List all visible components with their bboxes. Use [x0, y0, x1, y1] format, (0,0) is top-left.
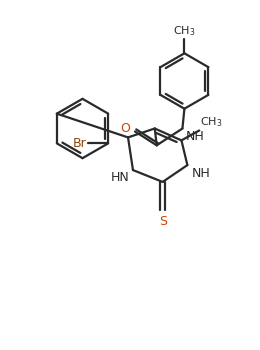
Text: Br: Br	[73, 137, 87, 150]
Text: HN: HN	[110, 172, 129, 184]
Text: NH: NH	[185, 131, 204, 144]
Text: CH$_3$: CH$_3$	[173, 25, 196, 38]
Text: CH$_3$: CH$_3$	[200, 116, 223, 130]
Text: O: O	[120, 122, 130, 135]
Text: NH: NH	[191, 167, 210, 180]
Text: S: S	[159, 215, 167, 228]
